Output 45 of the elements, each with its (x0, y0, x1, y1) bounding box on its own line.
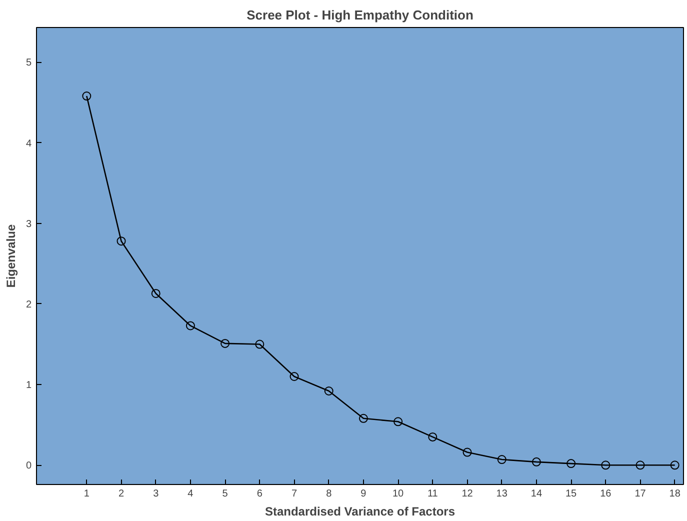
y-axis-title: Eigenvalue (4, 224, 18, 288)
point (428, 432, 438, 442)
point (358, 414, 368, 423)
chart-title: Scree Plot - High Empathy Condition (246, 8, 474, 22)
x-tick-label: 18 (669, 488, 681, 500)
x-tick-label: 14 (530, 488, 542, 500)
x-tick-label: 1 (84, 488, 90, 500)
y-tick-label: 3 (26, 218, 32, 230)
point (116, 236, 126, 246)
x-tick-label: 8 (326, 488, 332, 500)
x-tick-label: 3 (153, 488, 160, 500)
point (220, 338, 230, 348)
point (151, 288, 160, 298)
point (601, 460, 610, 470)
y-tick-label: 1 (26, 380, 32, 392)
x-tick-label: 11 (427, 488, 438, 500)
point (82, 92, 92, 100)
x-axis-title: Standardised Variance of Factors (264, 504, 456, 518)
x-tick-label: 6 (256, 488, 263, 500)
point (324, 386, 334, 396)
point (255, 340, 264, 349)
point (670, 460, 680, 470)
point (497, 455, 506, 464)
point (186, 321, 195, 330)
point (566, 459, 576, 468)
x-tick-label: 15 (565, 488, 578, 500)
point (532, 457, 541, 466)
x-tick-label: 5 (222, 488, 228, 500)
x-tick-label: 12 (462, 488, 474, 500)
x-tick-label: 7 (291, 488, 298, 500)
y-tick-label: 2 (26, 299, 32, 310)
point (290, 372, 299, 381)
y-tick-label: 5 (26, 58, 32, 69)
x-tick-label: 2 (118, 488, 124, 500)
x-tick-label: 13 (496, 488, 508, 500)
x-tick-label: 16 (600, 488, 612, 500)
x-tick-label: 9 (360, 488, 367, 500)
point (636, 460, 645, 470)
point (462, 448, 472, 457)
x-tick-label: 10 (392, 488, 404, 500)
x-tick-label: 17 (634, 488, 646, 500)
x-tick-label: 4 (188, 488, 194, 500)
y-tick-label: 0 (26, 460, 32, 472)
y-tick-label: 4 (26, 138, 32, 150)
point (394, 417, 403, 426)
